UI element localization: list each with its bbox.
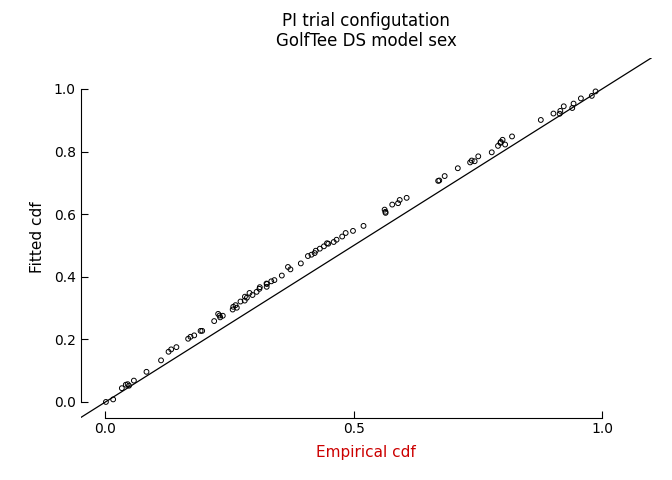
Point	[309, 249, 320, 257]
Title: PI trial configutation
GolfTee DS model sex: PI trial configutation GolfTee DS model …	[276, 12, 457, 50]
Point	[214, 312, 225, 319]
Point	[163, 348, 174, 356]
Point	[507, 132, 517, 140]
Point	[254, 285, 265, 293]
Point	[497, 136, 508, 144]
Point	[213, 310, 224, 318]
Point	[340, 229, 351, 237]
Point	[387, 201, 398, 208]
Point	[558, 102, 569, 110]
Point	[310, 247, 321, 254]
Point	[251, 288, 262, 296]
Point	[255, 283, 265, 291]
Point	[575, 95, 586, 102]
Point	[261, 280, 272, 288]
Point	[120, 381, 131, 389]
Point	[587, 92, 597, 100]
Point	[231, 304, 242, 312]
Point	[465, 158, 476, 166]
Point	[116, 384, 127, 392]
Point	[493, 142, 503, 150]
Point	[567, 104, 578, 112]
Point	[306, 251, 317, 259]
Point	[439, 172, 450, 180]
Point	[261, 283, 272, 291]
Point	[469, 157, 480, 165]
Point	[329, 238, 339, 246]
Point	[241, 294, 252, 301]
Point	[322, 240, 333, 247]
Point	[215, 313, 226, 321]
X-axis label: Empirical cdf: Empirical cdf	[317, 445, 416, 460]
Point	[358, 222, 369, 230]
Point	[166, 346, 177, 353]
Point	[554, 110, 565, 118]
Point	[122, 380, 133, 388]
Point	[452, 165, 463, 172]
Point	[434, 177, 445, 184]
Point	[569, 100, 579, 108]
Point	[380, 209, 391, 216]
Point	[195, 327, 206, 335]
Point	[261, 280, 272, 288]
Point	[244, 289, 255, 297]
Point	[473, 153, 484, 160]
Point	[230, 301, 241, 309]
Point	[171, 343, 181, 351]
Point	[283, 263, 294, 271]
Point	[536, 116, 546, 124]
Point	[347, 227, 358, 235]
Point	[401, 194, 412, 202]
Point	[183, 335, 194, 343]
Point	[379, 206, 390, 214]
Point	[285, 265, 296, 273]
Point	[101, 398, 112, 406]
Point	[495, 138, 506, 146]
Point	[392, 199, 403, 207]
Point	[319, 242, 329, 250]
Point	[314, 245, 325, 252]
Point	[296, 260, 306, 267]
Point	[156, 357, 167, 364]
Point	[141, 368, 152, 376]
Point	[218, 312, 228, 320]
Point	[433, 177, 444, 185]
Point	[228, 303, 239, 311]
Point	[590, 87, 601, 95]
Point	[276, 272, 287, 279]
Point	[487, 148, 497, 156]
Point	[500, 141, 511, 148]
Point	[331, 236, 342, 243]
Point	[302, 252, 313, 260]
Point	[239, 297, 250, 304]
Y-axis label: Fitted cdf: Fitted cdf	[30, 202, 46, 274]
Point	[380, 208, 391, 216]
Point	[269, 276, 280, 284]
Point	[209, 317, 220, 325]
Point	[189, 332, 200, 339]
Point	[466, 156, 477, 164]
Point	[235, 298, 246, 305]
Point	[185, 333, 196, 341]
Point	[227, 306, 238, 313]
Point	[108, 396, 118, 403]
Point	[266, 277, 277, 285]
Point	[323, 240, 333, 248]
Point	[495, 139, 506, 147]
Point	[394, 196, 405, 204]
Point	[555, 107, 566, 115]
Point	[197, 327, 208, 335]
Point	[124, 382, 134, 390]
Point	[128, 377, 139, 384]
Point	[337, 233, 347, 240]
Point	[247, 291, 258, 299]
Point	[239, 293, 250, 300]
Point	[548, 110, 559, 118]
